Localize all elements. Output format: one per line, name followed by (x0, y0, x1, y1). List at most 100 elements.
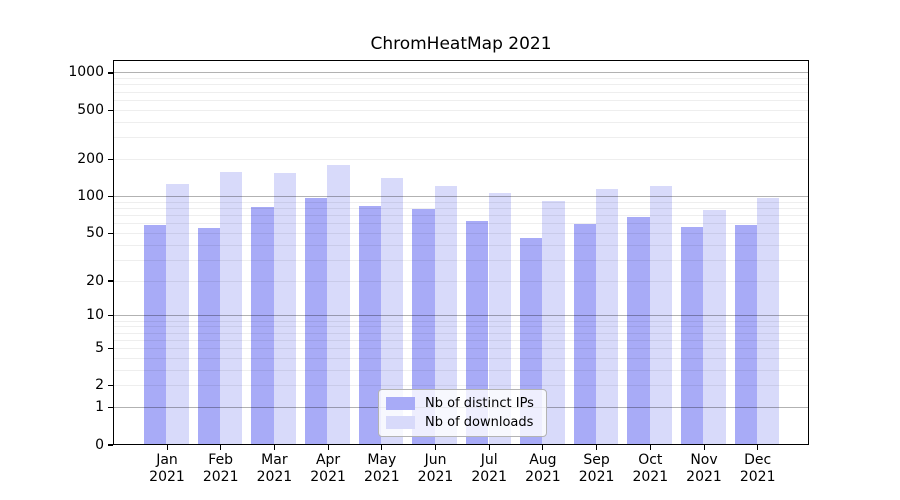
x-tick-label-may: May 2021 (363, 452, 400, 485)
x-tick-mark (327, 445, 329, 450)
legend-label-downloads: Nb of downloads (425, 415, 534, 430)
y-gridline-minor (114, 223, 808, 225)
y-gridline-minor (114, 99, 808, 101)
bars-layer (114, 61, 808, 444)
x-tick-label-nov: Nov 2021 (686, 452, 722, 485)
gridlines-layer (114, 61, 808, 444)
y-gridline-minor (114, 357, 808, 359)
x-tick-label-aug: Aug 2021 (525, 452, 561, 485)
bar-nb-of-downloads-may (381, 178, 404, 444)
bar-nb-of-distinct-ips-dec (734, 225, 757, 444)
bar-nb-of-downloads-oct (649, 185, 672, 444)
x-tick-mark (596, 445, 598, 450)
x-tick-label-sep: Sep 2021 (578, 452, 615, 485)
y-gridline-minor (114, 232, 808, 234)
bar-nb-of-distinct-ips-sep (573, 223, 596, 444)
chart-title: ChromHeatMap 2021 (370, 34, 552, 54)
y-tick-mark (108, 385, 113, 387)
y-tick-mark (108, 280, 113, 282)
y-gridline-minor (114, 78, 808, 80)
x-tick-mark (488, 445, 490, 450)
bar-nb-of-downloads-jun (434, 186, 458, 444)
x-tick-label-mar: Mar 2021 (256, 452, 293, 485)
y-gridline-minor (114, 244, 808, 246)
y-tick-label: 200 (77, 150, 104, 167)
plot-area (113, 60, 809, 445)
y-tick-label: 100 (77, 187, 104, 204)
x-tick-mark (649, 445, 651, 450)
y-tick-mark (108, 347, 113, 350)
y-gridline-minor (114, 369, 808, 371)
y-tick-mark (108, 195, 113, 198)
bar-nb-of-distinct-ips-may (358, 206, 382, 444)
bar-nb-of-downloads-mar (273, 173, 297, 444)
y-tick-mark (108, 232, 113, 234)
bar-nb-of-downloads-sep (595, 188, 619, 444)
legend-swatch-downloads (386, 416, 415, 429)
x-tick-mark (435, 445, 436, 450)
y-tick-mark (108, 315, 113, 317)
y-gridline-minor (114, 84, 808, 86)
y-gridline-major (114, 315, 808, 317)
bar-nb-of-distinct-ips-mar (251, 207, 274, 444)
y-tick-mark (108, 407, 113, 409)
y-gridline-minor (114, 201, 808, 203)
x-tick-mark (757, 445, 759, 450)
legend-entry-distinct-ips: Nb of distinct IPs (386, 396, 539, 411)
y-tick-label: 10 (86, 307, 104, 324)
y-gridline-minor (114, 109, 808, 111)
y-tick-label: 2 (95, 377, 104, 394)
y-gridline-major (114, 195, 808, 197)
y-tick-label: 1 (95, 399, 104, 416)
bar-nb-of-downloads-aug (542, 201, 565, 444)
y-tick-mark (108, 158, 113, 160)
x-tick-mark (220, 445, 222, 450)
bar-nb-of-downloads-jan (166, 183, 189, 444)
y-gridline-minor (114, 207, 808, 209)
x-tick-label-jan: Jan 2021 (149, 452, 185, 485)
y-gridline-minor (114, 339, 808, 341)
y-gridline-major (114, 72, 808, 74)
legend-swatch-distinct-ips (386, 397, 415, 410)
y-tick-label: 5 (95, 340, 104, 356)
y-gridline-minor (114, 259, 808, 261)
y-gridline-minor (114, 348, 808, 349)
bar-nb-of-distinct-ips-apr (305, 198, 328, 444)
x-tick-mark (542, 445, 544, 450)
y-gridline-minor (114, 214, 808, 216)
bar-nb-of-downloads-dec (757, 198, 780, 444)
y-tick-label: 20 (86, 272, 104, 289)
y-tick-mark (108, 109, 113, 111)
y-tick-mark (108, 72, 113, 74)
y-gridline-minor (114, 158, 808, 160)
x-tick-label-jul: Jul 2021 (471, 452, 507, 485)
x-tick-label-feb: Feb 2021 (202, 452, 239, 485)
bar-nb-of-distinct-ips-nov (680, 227, 704, 444)
y-gridline-minor (114, 320, 808, 322)
y-tick-mark (108, 444, 113, 446)
x-tick-label-dec: Dec 2021 (739, 452, 776, 485)
x-tick-label-jun: Jun 2021 (417, 452, 454, 485)
bar-nb-of-distinct-ips-jul (466, 220, 489, 444)
y-gridline-minor (114, 137, 808, 139)
bar-nb-of-downloads-nov (703, 210, 726, 444)
bar-nb-of-downloads-jul (488, 193, 511, 444)
y-gridline-minor (114, 280, 808, 282)
legend: Nb of distinct IPs Nb of downloads (378, 389, 547, 437)
bar-nb-of-distinct-ips-jun (412, 209, 435, 444)
y-gridline-minor (114, 332, 808, 334)
y-gridline-minor (114, 385, 808, 387)
x-tick-mark (381, 445, 383, 450)
x-tick-mark (166, 445, 168, 450)
y-tick-label: 500 (77, 101, 104, 118)
y-gridline-minor (114, 91, 808, 93)
bar-nb-of-downloads-apr (327, 165, 350, 444)
bar-nb-of-downloads-feb (220, 172, 243, 444)
bar-nb-of-distinct-ips-jan (143, 225, 167, 444)
legend-entry-downloads: Nb of downloads (386, 415, 539, 430)
y-tick-label: 0 (95, 436, 104, 453)
y-gridline-minor (114, 326, 808, 328)
bar-nb-of-distinct-ips-feb (197, 228, 220, 444)
y-gridline-minor (114, 121, 808, 123)
y-tick-label: 50 (86, 224, 104, 241)
